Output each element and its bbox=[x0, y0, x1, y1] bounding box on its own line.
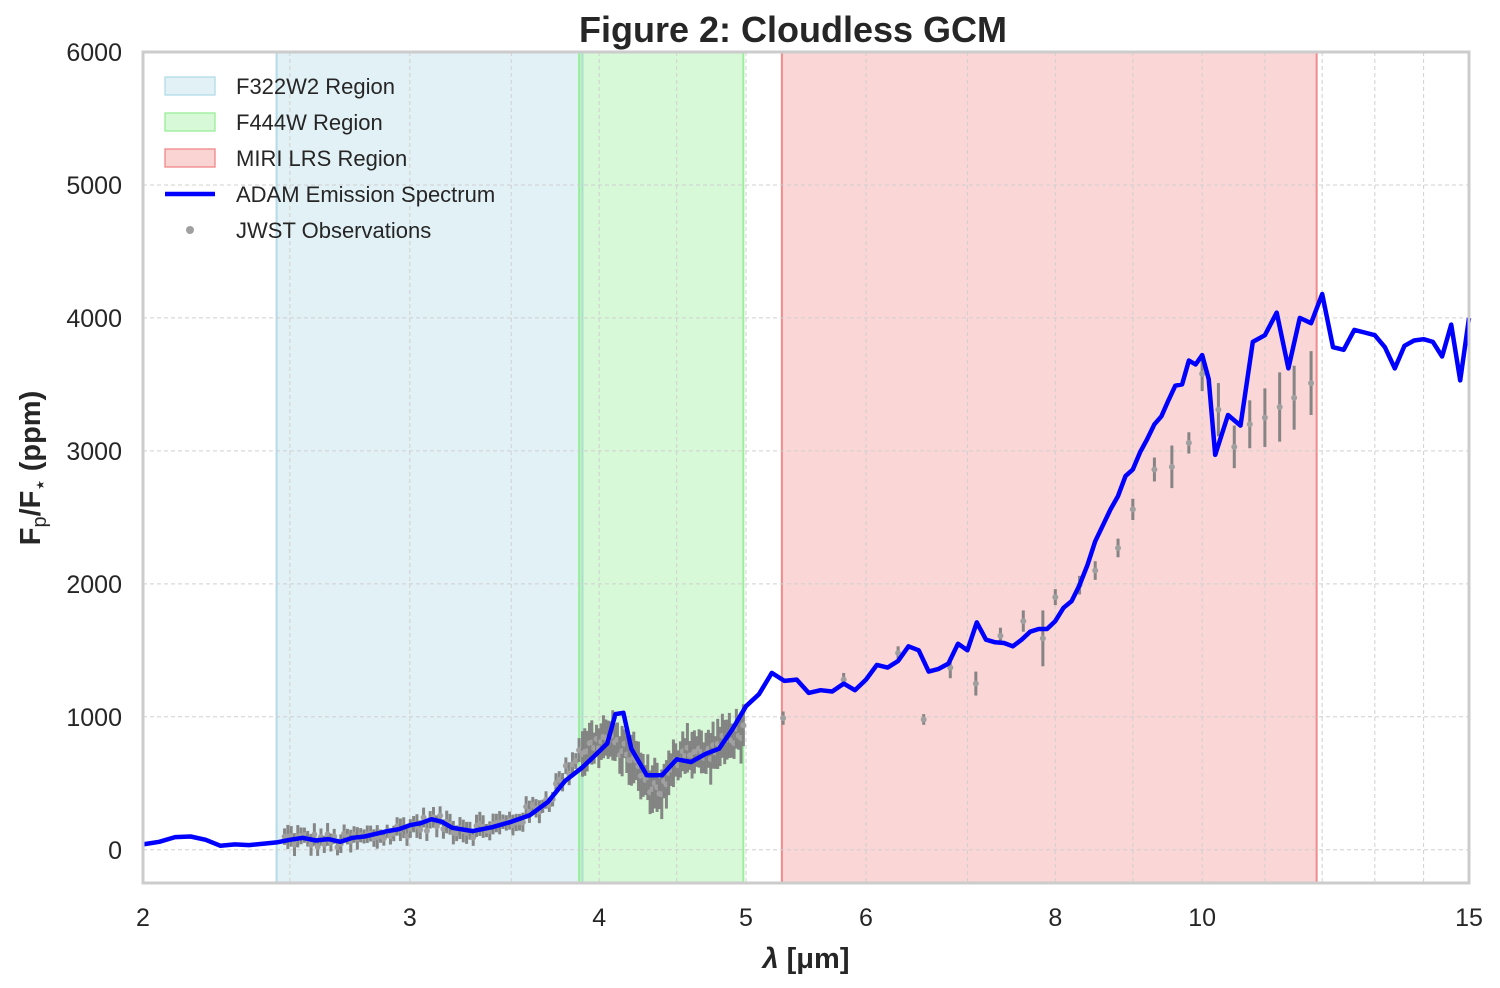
obs-miri-19 bbox=[1231, 443, 1238, 450]
y-tick-label-6: 6000 bbox=[66, 39, 122, 67]
obs-miri-2 bbox=[895, 649, 902, 656]
obs-nircam-0-89 bbox=[576, 747, 583, 754]
obs-nircam-0-88 bbox=[572, 758, 579, 765]
y-tick-label-2: 2000 bbox=[66, 571, 122, 599]
obs-nircam-0-57 bbox=[470, 834, 477, 841]
obs-nircam-0-52 bbox=[453, 830, 460, 837]
obs-miri-1 bbox=[840, 676, 847, 683]
jwst-observations bbox=[281, 351, 1315, 857]
obs-miri-18 bbox=[1215, 406, 1222, 413]
x-axis-ticks: 2 3 4 5 6 8 10 15 bbox=[136, 904, 1483, 932]
x-tick-label-0: 2 bbox=[136, 904, 150, 932]
y-tick-label-1: 1000 bbox=[66, 704, 122, 732]
obs-nircam-0-41 bbox=[417, 826, 424, 833]
obs-nircam-0-72 bbox=[519, 819, 526, 826]
obs-nircam-0-10 bbox=[314, 843, 321, 850]
legend-swatch-4 bbox=[186, 226, 194, 234]
x-tick-label-7: 15 bbox=[1455, 904, 1483, 932]
y-axis-unit: (ppm) bbox=[15, 391, 47, 480]
obs-miri-0 bbox=[780, 715, 787, 722]
legend-swatch-2 bbox=[164, 148, 216, 168]
grid-lines bbox=[143, 51, 1469, 883]
y-tick-label-4: 4000 bbox=[66, 305, 122, 333]
legend-label-4: JWST Observations bbox=[236, 218, 431, 243]
obs-nircam-0-46 bbox=[433, 823, 440, 830]
y-tick-label-3: 3000 bbox=[66, 438, 122, 466]
y-tick-label-5: 5000 bbox=[66, 172, 122, 200]
shaded-regions bbox=[275, 51, 1318, 884]
y-axis-sub-planet: p bbox=[29, 516, 51, 527]
x-tick-label-1: 3 bbox=[403, 904, 417, 932]
legend-label-2: MIRI LRS Region bbox=[236, 146, 407, 171]
obs-miri-21 bbox=[1261, 414, 1268, 421]
obs-nircam-0-9 bbox=[311, 831, 318, 838]
obs-nircam-0-73 bbox=[523, 803, 530, 810]
legend-swatch-0 bbox=[164, 76, 216, 96]
obs-nircam-1-69 bbox=[740, 722, 747, 729]
obs-miri-3 bbox=[920, 716, 927, 723]
obs-nircam-0-85 bbox=[562, 762, 569, 769]
obs-miri-9 bbox=[1052, 594, 1059, 601]
obs-nircam-0-13 bbox=[324, 831, 331, 838]
y-axis-main: F bbox=[15, 528, 47, 546]
legend-label-0: F322W2 Region bbox=[236, 74, 395, 99]
obs-miri-8 bbox=[1039, 635, 1046, 642]
obs-nircam-0-43 bbox=[423, 827, 430, 834]
obs-miri-14 bbox=[1151, 466, 1158, 473]
region-2 bbox=[780, 51, 1318, 884]
x-tick-label-3: 5 bbox=[739, 904, 753, 932]
y-tick-label-0: 0 bbox=[108, 837, 122, 865]
chart-title: Figure 2: Cloudless GCM bbox=[579, 9, 1007, 50]
legend-swatch-1 bbox=[164, 112, 216, 132]
y-axis-mid: /F bbox=[15, 491, 47, 517]
obs-miri-7 bbox=[1020, 618, 1027, 625]
series-line-0 bbox=[142, 291, 1472, 849]
obs-miri-4 bbox=[947, 664, 954, 671]
obs-nircam-0-37 bbox=[404, 833, 411, 840]
x-axis-label: λ [μm] bbox=[761, 943, 850, 975]
legend-label-3: ADAM Emission Spectrum bbox=[236, 182, 495, 207]
obs-miri-11 bbox=[1092, 567, 1099, 574]
x-axis-symbol: λ bbox=[761, 943, 779, 975]
obs-miri-16 bbox=[1185, 439, 1192, 446]
legend-label-1: F444W Region bbox=[236, 110, 383, 135]
obs-miri-6 bbox=[997, 632, 1004, 639]
obs-miri-22 bbox=[1276, 404, 1283, 411]
y-axis-label: Fp/F⋆ (ppm) bbox=[15, 391, 51, 546]
obs-miri-15 bbox=[1168, 463, 1175, 470]
obs-miri-23 bbox=[1291, 394, 1298, 401]
x-tick-label-5: 8 bbox=[1048, 904, 1062, 932]
obs-nircam-0-48 bbox=[440, 826, 447, 833]
x-axis-unit: [μm] bbox=[787, 943, 850, 975]
obs-nircam-0-8 bbox=[308, 841, 315, 848]
obs-nircam-0-3 bbox=[291, 841, 298, 848]
obs-nircam-0-82 bbox=[552, 780, 559, 787]
obs-miri-13 bbox=[1129, 506, 1136, 513]
model-spectrum bbox=[142, 291, 1472, 849]
obs-nircam-0-30 bbox=[380, 835, 387, 842]
y-axis-ticks: 0 1000 2000 3000 4000 5000 6000 bbox=[66, 39, 122, 865]
x-tick-label-4: 6 bbox=[859, 904, 873, 932]
obs-miri-20 bbox=[1246, 421, 1253, 428]
obs-miri-5 bbox=[972, 680, 979, 687]
region-0 bbox=[275, 51, 584, 884]
plot-frame bbox=[141, 50, 1471, 885]
y-axis-sub-star: ⋆ bbox=[30, 479, 50, 490]
obs-nircam-0-42 bbox=[420, 814, 427, 821]
legend: F322W2 Region F444W Region MIRI LRS Region… bbox=[164, 74, 495, 243]
obs-miri-12 bbox=[1115, 544, 1122, 551]
obs-nircam-0-12 bbox=[321, 841, 328, 848]
obs-miri-24 bbox=[1308, 380, 1315, 387]
x-tick-label-6: 10 bbox=[1188, 904, 1216, 932]
obs-nircam-0-47 bbox=[437, 812, 444, 819]
obs-miri-17 bbox=[1199, 370, 1206, 377]
x-tick-label-2: 4 bbox=[592, 904, 606, 932]
